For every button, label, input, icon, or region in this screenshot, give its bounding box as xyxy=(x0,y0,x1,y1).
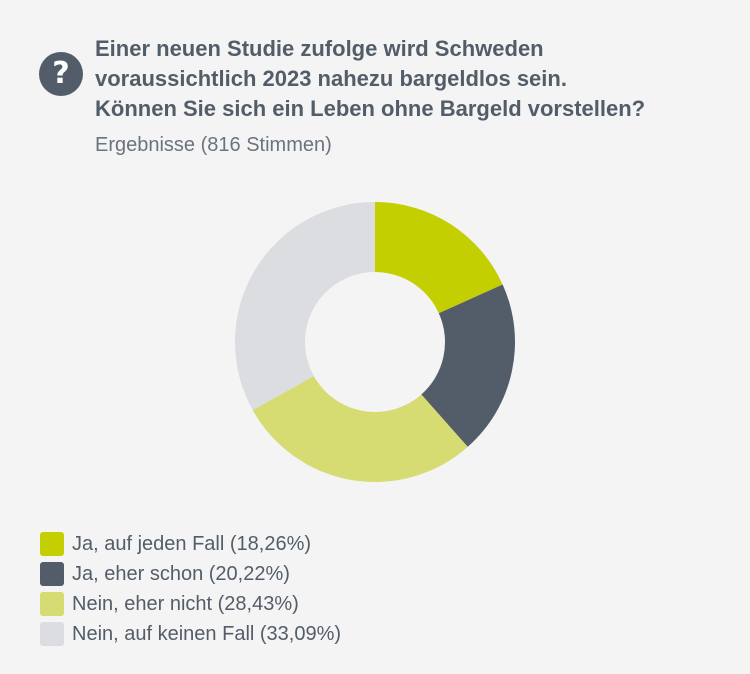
legend-label: Nein, auf keinen Fall (33,09%) xyxy=(72,622,342,645)
poll-question-line: Können Sie sich ein Leben ohne Bargeld v… xyxy=(95,96,646,121)
legend-label: Ja, eher schon (20,22%) xyxy=(72,562,290,585)
slice-ja-eher-schon xyxy=(421,284,515,447)
poll-question-line: voraussichtlich 2023 nahezu bargeldlos s… xyxy=(95,66,567,91)
legend-item: Nein, eher nicht (28,43%) xyxy=(40,589,341,619)
legend-item: Nein, auf keinen Fall (33,09%) xyxy=(40,619,341,649)
poll-question-line: Einer neuen Studie zufolge wird Schweden xyxy=(95,36,544,61)
poll-question: Einer neuen Studie zufolge wird Schweden… xyxy=(95,34,715,124)
slice-nein-eher-nicht xyxy=(252,376,468,482)
results-label: Ergebnisse (816 Stimmen) xyxy=(95,134,332,156)
legend-swatch xyxy=(40,592,64,616)
question-circle-icon: ? xyxy=(39,52,83,96)
chart-legend: Ja, auf jeden Fall (18,26%) Ja, eher sch… xyxy=(40,529,341,649)
legend-swatch xyxy=(40,622,64,646)
legend-item: Ja, auf jeden Fall (18,26%) xyxy=(40,529,341,559)
legend-swatch xyxy=(40,532,64,556)
slice-ja-auf-jeden-fall xyxy=(375,202,503,314)
legend-label: Nein, eher nicht (28,43%) xyxy=(72,592,299,615)
legend-swatch xyxy=(40,562,64,586)
legend-item: Ja, eher schon (20,22%) xyxy=(40,559,341,589)
legend-label: Ja, auf jeden Fall (18,26%) xyxy=(72,532,312,555)
slice-nein-auf-keinen-fall xyxy=(234,202,375,411)
donut-chart xyxy=(234,202,515,482)
